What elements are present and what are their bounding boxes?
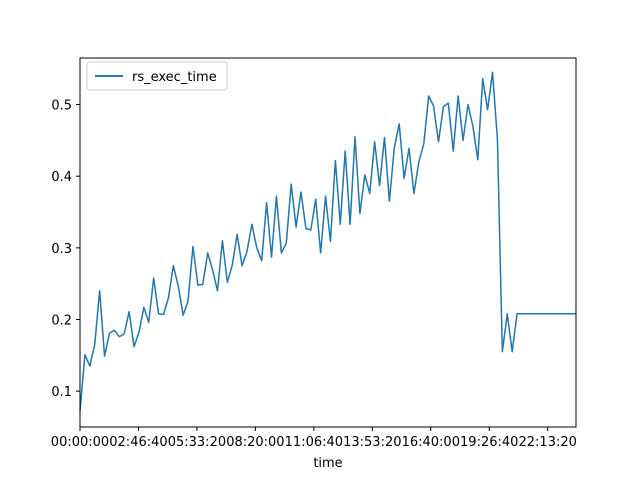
y-axis: 0.1 0.2 0.3 0.4 0.5 (51, 99, 80, 400)
x-tick-label: 00:00:00 (51, 435, 109, 450)
x-axis-label: time (313, 456, 342, 471)
legend: rs_exec_time (86, 61, 228, 91)
y-tick-label: 0.1 (51, 385, 72, 400)
y-tick-label: 0.2 (51, 314, 72, 329)
y-tick-label: 0.3 (51, 242, 72, 257)
x-tick-label: 05:33:20 (168, 435, 226, 450)
x-tick-label: 11:06:40 (285, 435, 343, 450)
plot-area (79, 57, 577, 428)
plot-frame (79, 57, 577, 428)
x-tick-label: 22:13:20 (519, 435, 577, 450)
y-tick-label: 0.4 (51, 170, 72, 185)
legend-frame (86, 61, 228, 91)
legend-label-rs-exec-time: rs_exec_time (132, 70, 217, 85)
x-tick-label: 16:40:00 (402, 435, 460, 450)
x-tick-label: 19:26:40 (460, 435, 518, 450)
x-tick-label: 02:46:40 (109, 435, 167, 450)
x-tick-label: 13:53:20 (343, 435, 401, 450)
x-tick-label: 08:20:00 (226, 435, 284, 450)
series-line-rs-exec-time (79, 71, 576, 412)
x-axis: 00:00:00 02:46:40 05:33:20 08:20:00 11:06:40… (51, 427, 577, 450)
y-tick-label: 0.5 (51, 99, 72, 114)
